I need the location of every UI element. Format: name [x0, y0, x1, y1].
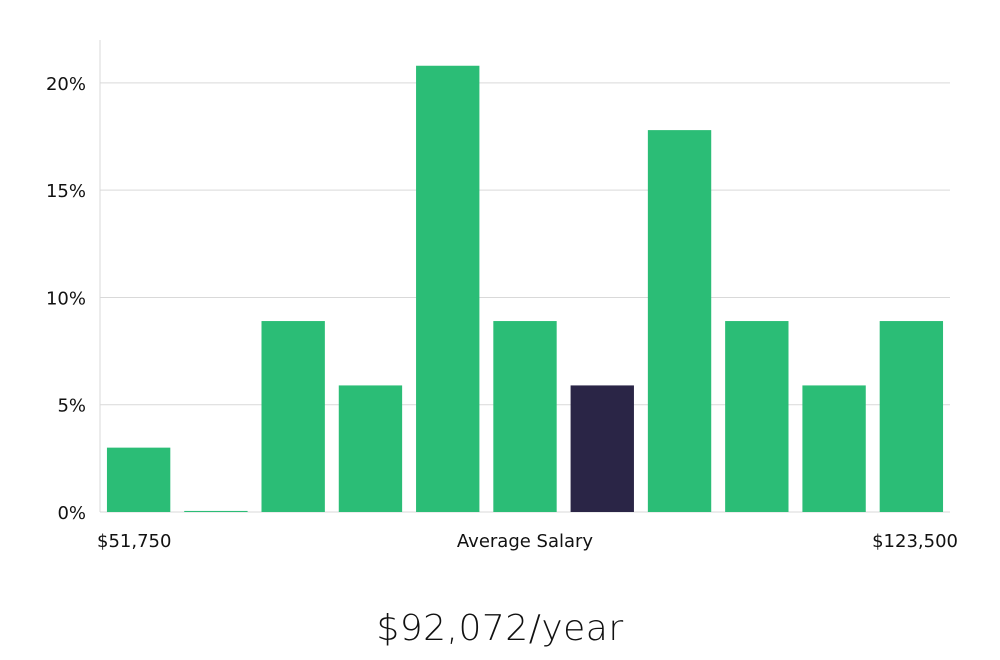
bar — [261, 321, 325, 512]
bar — [416, 65, 480, 512]
y-tick-label: 5% — [57, 396, 86, 417]
bar — [493, 321, 557, 512]
bar — [725, 321, 789, 512]
bar — [879, 321, 944, 512]
x-axis-max-label: $123,500 — [872, 531, 958, 552]
salary-distribution-chart: 0% 5% 10% 15% 20% $51,750 Average Salary $12… — [46, 40, 958, 552]
average-salary-value: $92,072/year — [376, 608, 624, 649]
y-tick-label: 20% — [46, 74, 86, 95]
bar — [802, 385, 866, 512]
bar — [106, 447, 171, 512]
bar — [338, 385, 403, 512]
y-tick-label: 10% — [46, 288, 86, 309]
y-tick-label: 15% — [46, 181, 86, 202]
bar-highlighted — [570, 385, 634, 512]
bar — [184, 510, 248, 512]
bar — [647, 130, 712, 513]
x-axis-min-label: $51,750 — [97, 531, 171, 552]
y-tick-label: 0% — [57, 503, 86, 524]
y-axis-ticks: 0% 5% 10% 15% 20% — [46, 74, 86, 524]
x-axis-title: Average Salary — [457, 531, 594, 552]
bars — [106, 65, 944, 513]
